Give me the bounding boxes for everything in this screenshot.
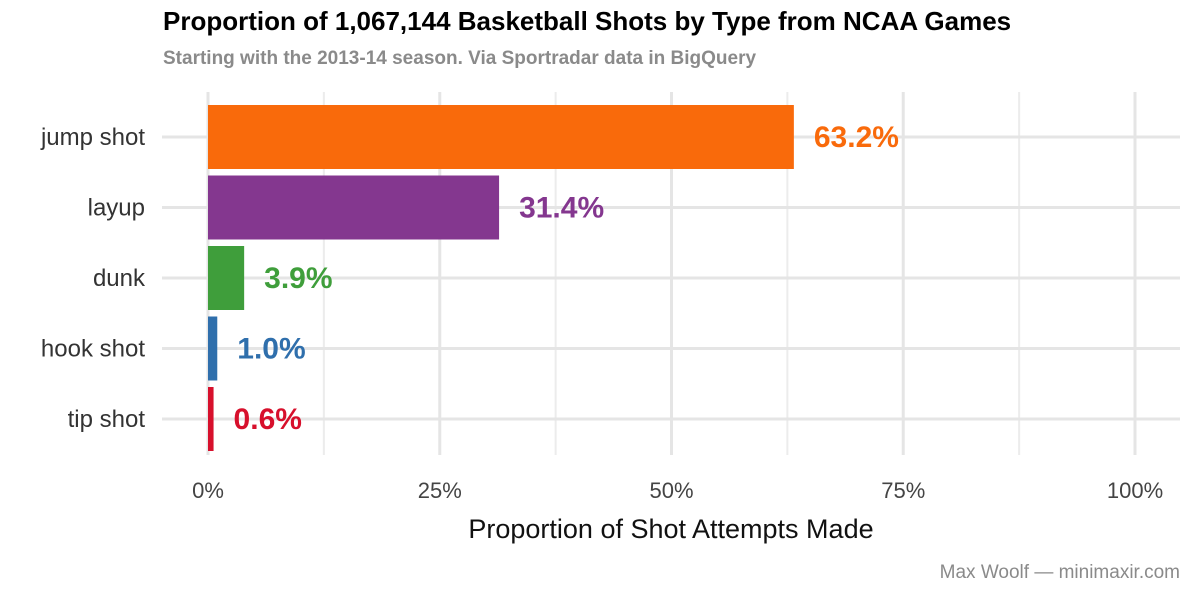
category-label: dunk [93, 265, 146, 292]
caption: Max Woolf — minimaxir.com [939, 562, 1180, 583]
label-layer: 0% 25% 50% 75% 100% jump shot 63.2% layup 31.4% d… [40, 121, 1163, 503]
value-label: 31.4% [519, 192, 604, 225]
bar-jump-shot [208, 105, 794, 169]
chart-title: Proportion of 1,067,144 Basketball Shots… [163, 6, 1012, 36]
x-tick-label: 50% [649, 478, 693, 503]
category-label: layup [88, 195, 145, 222]
x-tick-label: 25% [418, 478, 462, 503]
bar-layup [208, 175, 500, 240]
x-tick-label: 0% [192, 478, 224, 503]
x-tick-label: 75% [881, 478, 925, 503]
x-tick-label: 100% [1107, 478, 1163, 503]
bar-dunk [208, 246, 245, 310]
category-label: tip shot [68, 406, 146, 433]
value-label: 3.9% [264, 262, 332, 295]
bar-hook-shot [208, 316, 218, 381]
value-label: 63.2% [814, 121, 899, 154]
value-label: 1.0% [237, 333, 305, 366]
x-axis-title: Proportion of Shot Attempts Made [468, 514, 873, 544]
bar-layer [208, 105, 794, 451]
value-label: 0.6% [234, 403, 302, 436]
bar-tip-shot [208, 387, 214, 451]
chart-subtitle: Starting with the 2013-14 season. Via Sp… [163, 48, 757, 69]
category-label: jump shot [40, 124, 145, 151]
category-label: hook shot [41, 336, 145, 363]
